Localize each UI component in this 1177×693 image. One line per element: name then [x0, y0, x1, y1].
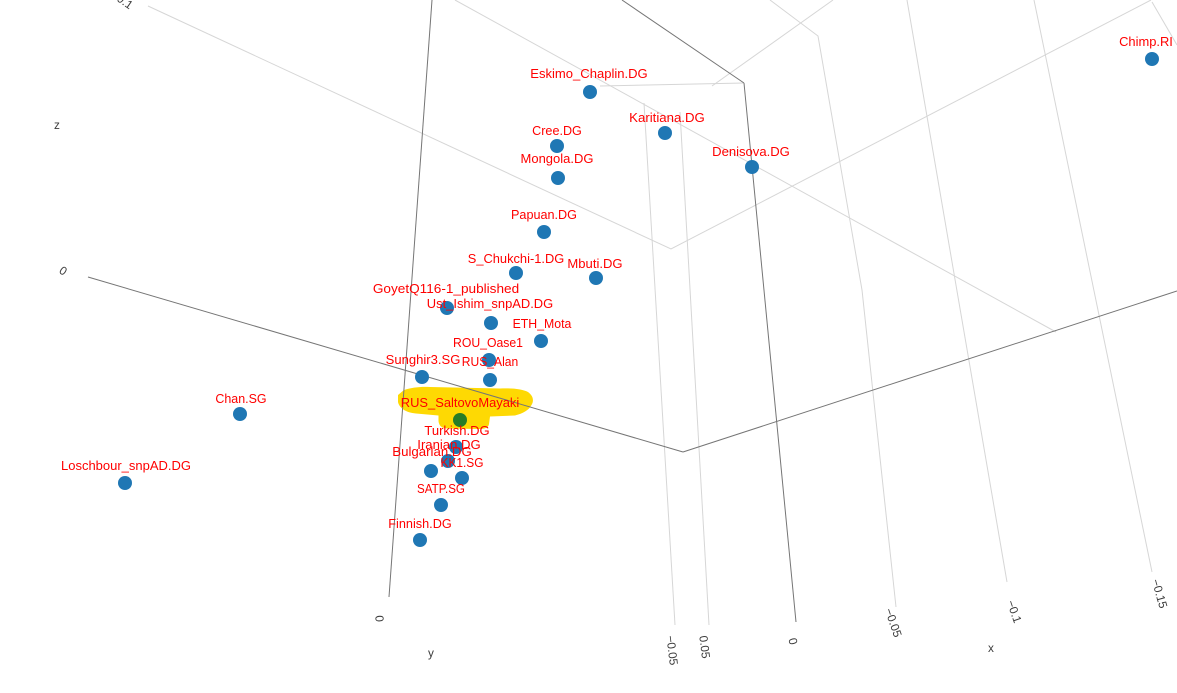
svg-text:Eskimo_Chaplin.DG: Eskimo_Chaplin.DG [530, 67, 647, 81]
svg-text:Turkish.DG: Turkish.DG [424, 424, 489, 438]
svg-text:Iranian.DG: Iranian.DG [417, 438, 480, 452]
svg-text:RUS_SaltovoMayaki: RUS_SaltovoMayaki [401, 396, 520, 410]
svg-text:ROU_Oase1: ROU_Oase1 [453, 336, 523, 350]
svg-text:ETH_Mota: ETH_Mota [513, 317, 572, 331]
svg-text:Denisova.DG: Denisova.DG [712, 145, 790, 159]
svg-text:Ust_Ishim_snpAD.DG: Ust_Ishim_snpAD.DG [427, 297, 553, 311]
svg-text:y: y [428, 646, 434, 660]
svg-text:Bulgarian.DG: Bulgarian.DG [392, 445, 472, 459]
svg-text:RUS_Alan: RUS_Alan [462, 355, 518, 369]
svg-text:Loschbour_snpAD.DG: Loschbour_snpAD.DG [61, 459, 191, 473]
svg-text:Sunghir3.SG: Sunghir3.SG [386, 353, 461, 367]
svg-text:GoyetQ116-1_published: GoyetQ116-1_published [373, 282, 519, 296]
svg-text:Karitiana.DG: Karitiana.DG [629, 111, 705, 125]
svg-text:Papuan.DG: Papuan.DG [511, 208, 577, 222]
svg-text:Mongola.DG: Mongola.DG [521, 152, 594, 166]
svg-text:Chan.SG: Chan.SG [215, 392, 266, 406]
svg-text:x: x [988, 641, 994, 655]
svg-text:−0.05: −0.05 [663, 635, 681, 667]
svg-text:0: 0 [372, 615, 386, 623]
svg-text:Chimp.RI: Chimp.RI [1119, 35, 1173, 49]
svg-text:S_Chukchi-1.DG: S_Chukchi-1.DG [468, 252, 565, 266]
svg-text:Mbuti.DG: Mbuti.DG [567, 257, 622, 271]
svg-text:SATP.SG: SATP.SG [417, 482, 465, 496]
svg-text:0: 0 [786, 637, 801, 647]
svg-text:Finnish.DG: Finnish.DG [388, 517, 452, 531]
svg-text:KK1.SG: KK1.SG [441, 456, 484, 470]
svg-text:z: z [54, 118, 60, 132]
svg-text:Cree.DG: Cree.DG [532, 124, 582, 138]
svg-text:0.05: 0.05 [696, 635, 713, 660]
